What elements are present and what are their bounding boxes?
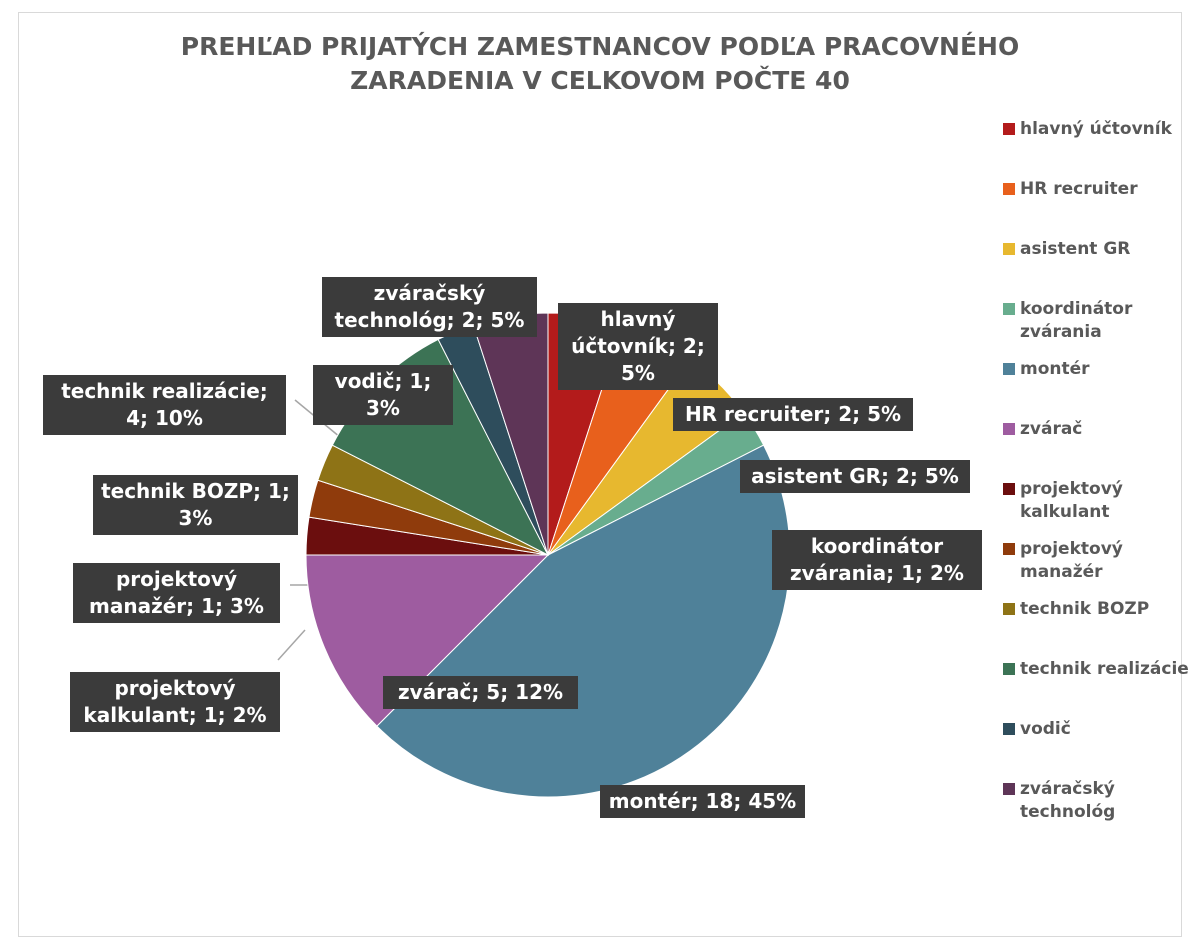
legend-item: projektový kalkulant	[1000, 478, 1195, 538]
legend-swatch	[1003, 303, 1015, 315]
legend-label: technik BOZP	[1020, 599, 1150, 619]
legend-swatch	[1003, 423, 1015, 435]
legend-item: zváračský technológ	[1000, 778, 1195, 838]
legend-label: zvárač	[1020, 419, 1083, 439]
legend-swatch	[1003, 123, 1015, 135]
data-label: technik realizácie; 4; 10%	[43, 375, 286, 435]
legend-swatch	[1003, 723, 1015, 735]
legend-item: technik BOZP	[1000, 598, 1195, 658]
data-label: montér; 18; 45%	[600, 785, 805, 818]
chart-frame	[18, 12, 1182, 937]
legend-label: projektový manažér	[1020, 539, 1123, 582]
leader-line	[277, 629, 306, 661]
legend-swatch	[1003, 243, 1015, 255]
legend-swatch	[1003, 183, 1015, 195]
data-label: asistent GR; 2; 5%	[740, 460, 970, 493]
legend-item: hlavný účtovník	[1000, 118, 1195, 178]
data-label: vodič; 1; 3%	[313, 365, 453, 425]
data-label: technik BOZP; 1; 3%	[93, 475, 298, 535]
data-label: zváračský technológ; 2; 5%	[322, 277, 537, 337]
legend-swatch	[1003, 663, 1015, 675]
legend-swatch	[1003, 603, 1015, 615]
legend-item: HR recruiter	[1000, 178, 1195, 238]
legend-item: asistent GR	[1000, 238, 1195, 298]
chart-title: PREHĽAD PRIJATÝCH ZAMESTNANCOV PODĽA PRA…	[180, 32, 1020, 95]
pie-slice	[305, 554, 550, 727]
data-label: koordinátor zvárania; 1; 2%	[772, 530, 982, 590]
legend-swatch	[1003, 783, 1015, 795]
legend-label: asistent GR	[1020, 239, 1131, 259]
legend-item: projektový manažér	[1000, 538, 1195, 598]
legend-label: zváračský technológ	[1020, 779, 1116, 822]
data-label: projektový kalkulant; 1; 2%	[70, 672, 280, 732]
data-label: projektový manažér; 1; 3%	[73, 563, 280, 623]
legend-swatch	[1003, 363, 1015, 375]
legend-item: vodič	[1000, 718, 1195, 778]
legend-swatch	[1003, 483, 1015, 495]
legend-label: vodič	[1020, 719, 1071, 739]
data-label: hlavný účtovník; 2; 5%	[558, 303, 718, 390]
legend-item: koordinátor zvárania	[1000, 298, 1195, 358]
legend-swatch	[1003, 543, 1015, 555]
legend-item: zvárač	[1000, 418, 1195, 478]
legend-item: technik realizácie	[1000, 658, 1195, 718]
legend-label: projektový kalkulant	[1020, 479, 1123, 522]
legend-label: technik realizácie	[1020, 659, 1189, 679]
legend-item: montér	[1000, 358, 1195, 418]
legend-label: hlavný účtovník	[1020, 119, 1172, 139]
legend-label: koordinátor zvárania	[1020, 299, 1133, 342]
legend-label: HR recruiter	[1020, 179, 1138, 199]
data-label: zvárač; 5; 12%	[383, 676, 578, 709]
data-label: HR recruiter; 2; 5%	[673, 398, 913, 431]
legend: hlavný účtovník HR recruiter asistent GR ko…	[1000, 118, 1195, 838]
legend-label: montér	[1020, 359, 1090, 379]
